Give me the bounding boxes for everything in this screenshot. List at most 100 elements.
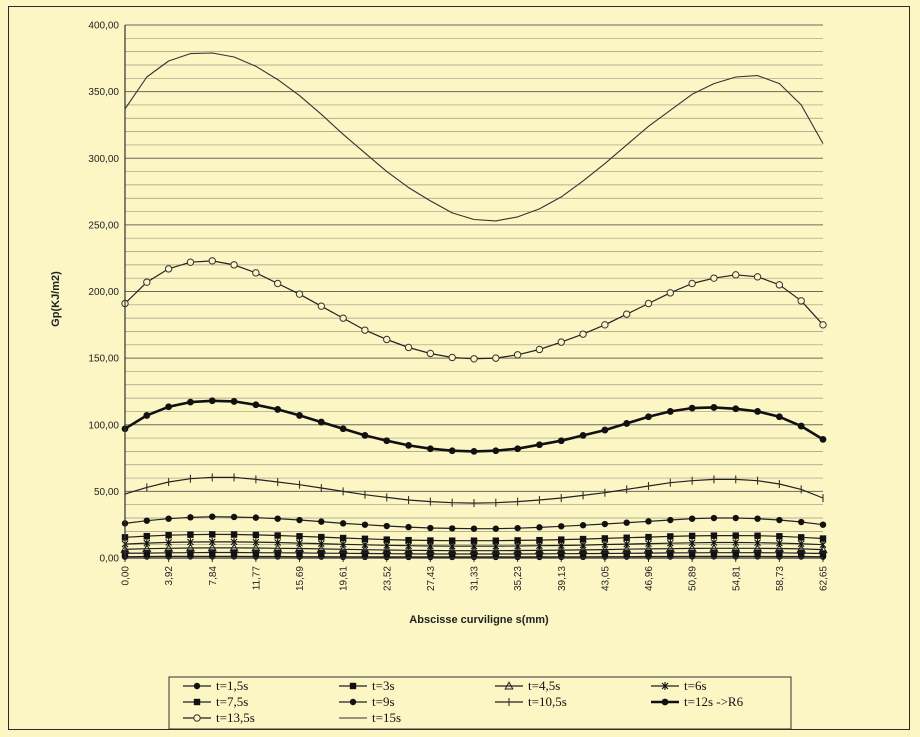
- data-point: [383, 550, 390, 557]
- series-10: [124, 52, 824, 222]
- data-point: [339, 520, 347, 527]
- y-tick-label: 250,00: [88, 220, 119, 231]
- x-tick-label: 15,69: [295, 566, 306, 591]
- data-point: [645, 518, 652, 525]
- legend-entry: t=10,5s: [495, 694, 567, 709]
- data-point: [710, 404, 718, 411]
- data-point: [318, 533, 325, 541]
- legend-entry: t=12s ->R6: [651, 694, 744, 709]
- data-point: [623, 540, 631, 549]
- data-point: [601, 426, 609, 434]
- data-point: [230, 531, 238, 538]
- data-point: [776, 549, 783, 557]
- data-point: [383, 522, 390, 530]
- data-point: [667, 549, 674, 557]
- data-point: [274, 515, 281, 522]
- data-point: [579, 432, 587, 439]
- data-point: [754, 408, 761, 415]
- data-point: [296, 539, 303, 548]
- data-point: [448, 353, 456, 362]
- y-tick-label: 400,00: [88, 21, 119, 32]
- data-point: [732, 271, 740, 279]
- data-point: [274, 549, 281, 557]
- data-point: [688, 515, 696, 522]
- legend-marker: [661, 698, 669, 706]
- data-point: [535, 345, 544, 354]
- data-point: [774, 543, 785, 553]
- data-point: [274, 538, 282, 547]
- legend-label: t=4,5s: [528, 678, 560, 693]
- data-point: [229, 543, 239, 552]
- data-point: [361, 535, 369, 543]
- data-point: [732, 405, 740, 413]
- data-point: [427, 537, 434, 544]
- data-point: [557, 338, 565, 346]
- y-tick-label: 150,00: [88, 354, 119, 365]
- data-point: [273, 543, 283, 552]
- data-point: [209, 513, 216, 520]
- data-point: [187, 538, 194, 547]
- x-tick-label: 11,77: [251, 566, 262, 591]
- data-point: [513, 351, 522, 359]
- data-point: [318, 518, 325, 525]
- data-point: [427, 524, 434, 532]
- data-point: [579, 550, 587, 557]
- data-point: [710, 514, 718, 522]
- series-7: [124, 473, 824, 508]
- data-point: [163, 543, 174, 552]
- data-point: [797, 549, 805, 557]
- data-point: [645, 549, 652, 557]
- legend-label: t=12s ->R6: [684, 694, 744, 709]
- x-axis-ticks: 0,00 3,92 7,84 11,77 15,69 19,61 23,52 27,43 31,…: [121, 558, 830, 591]
- series-line: [124, 547, 824, 552]
- data-point: [622, 310, 631, 318]
- data-point: [687, 543, 697, 552]
- data-point: [558, 550, 565, 557]
- data-point: [776, 516, 783, 524]
- data-point: [274, 406, 282, 413]
- data-point: [296, 412, 303, 419]
- data-point: [339, 550, 347, 557]
- data-point: [688, 538, 696, 547]
- series-9: [121, 257, 827, 363]
- data-point: [164, 265, 173, 273]
- data-point: [470, 537, 478, 544]
- data-point: [754, 532, 761, 539]
- data-point: [643, 544, 654, 553]
- data-point: [187, 514, 194, 521]
- data-point: [491, 545, 501, 555]
- data-point: [752, 543, 763, 552]
- line-chart: 0,00 50,00 100,00 150,00 200,00 250,00 300,00 3…: [50, 21, 830, 730]
- y-tick-label: 50,00: [94, 487, 119, 498]
- legend-entry: t=13,5s: [183, 710, 255, 725]
- data-point: [165, 538, 173, 547]
- legend-label: t=7,5s: [216, 694, 248, 709]
- data-point: [818, 544, 828, 554]
- data-point: [230, 261, 238, 269]
- data-point: [230, 398, 238, 405]
- data-point: [710, 549, 718, 556]
- data-point: [819, 321, 827, 329]
- data-point: [709, 543, 719, 552]
- data-point: [143, 278, 151, 286]
- data-point: [317, 418, 325, 426]
- data-point: [296, 533, 303, 540]
- data-point: [185, 543, 196, 552]
- legend-entry: t=7,5s: [183, 694, 248, 709]
- data-point: [492, 354, 500, 362]
- data-point: [710, 538, 718, 547]
- data-point: [579, 535, 587, 543]
- series-4: [121, 537, 827, 551]
- data-point: [688, 404, 696, 412]
- data-point: [382, 545, 392, 554]
- data-point: [187, 549, 194, 556]
- data-point: [514, 445, 522, 453]
- x-tick-label: 7,84: [208, 566, 219, 586]
- x-tick-label: 3,92: [164, 566, 175, 586]
- data-point: [775, 281, 784, 289]
- data-point: [534, 545, 545, 554]
- data-point: [187, 398, 194, 406]
- data-point: [754, 538, 761, 547]
- series-8: [121, 397, 827, 455]
- data-point: [797, 422, 805, 430]
